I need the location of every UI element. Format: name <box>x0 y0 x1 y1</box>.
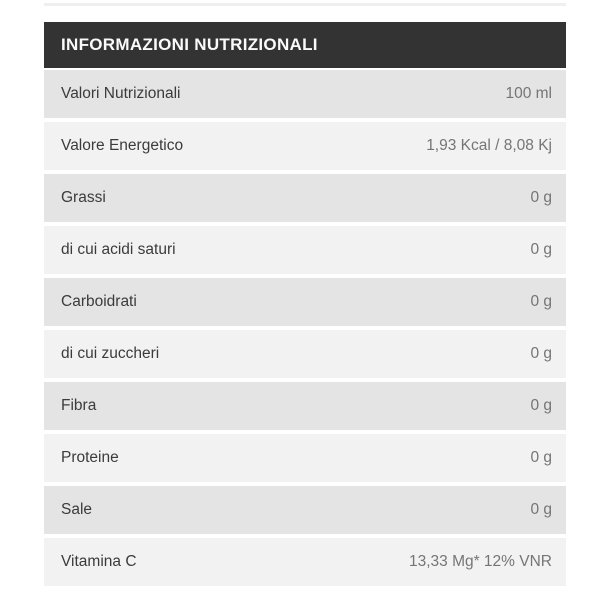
table-row: Carboidrati 0 g <box>44 278 566 326</box>
nutrition-table-rows: Valori Nutrizionali 100 ml Valore Energeti… <box>44 70 566 586</box>
row-value: 13,33 Mg* 12% VNR <box>408 553 552 570</box>
table-row: Vitamina C 13,33 Mg* 12% VNR <box>44 538 566 586</box>
row-label: Carboidrati <box>61 293 137 310</box>
row-value: 0 g <box>530 293 552 310</box>
row-value: 1,93 Kcal / 8,08 Kj <box>426 137 552 154</box>
row-label: Proteine <box>61 449 119 466</box>
table-row: Fibra 0 g <box>44 382 566 430</box>
nutrition-table-title: INFORMAZIONI NUTRIZIONALI <box>61 35 318 54</box>
row-label: Vitamina C <box>61 553 137 570</box>
row-value: 0 g <box>530 189 552 206</box>
table-row: di cui acidi saturi 0 g <box>44 226 566 274</box>
table-row: Sale 0 g <box>44 486 566 534</box>
table-row: di cui zuccheri 0 g <box>44 330 566 378</box>
row-label: di cui zuccheri <box>61 345 160 362</box>
nutrition-table: INFORMAZIONI NUTRIZIONALI Valori Nutrizi… <box>44 22 566 590</box>
section-divider <box>44 3 566 6</box>
table-row: Valori Nutrizionali 100 ml <box>44 70 566 118</box>
row-value: 100 ml <box>505 85 552 102</box>
row-label: Valori Nutrizionali <box>61 85 181 102</box>
row-value: 0 g <box>530 241 552 258</box>
row-label: Valore Energetico <box>61 137 184 154</box>
table-row: Grassi 0 g <box>44 174 566 222</box>
row-label: di cui acidi saturi <box>61 241 176 258</box>
nutrition-table-header: INFORMAZIONI NUTRIZIONALI <box>44 22 566 68</box>
row-value: 0 g <box>530 501 552 518</box>
row-value: 0 g <box>530 449 552 466</box>
row-label: Sale <box>61 501 93 518</box>
table-row: Valore Energetico 1,93 Kcal / 8,08 Kj <box>44 122 566 170</box>
table-row: Proteine 0 g <box>44 434 566 482</box>
row-value: 0 g <box>530 397 552 414</box>
row-value: 0 g <box>530 345 552 362</box>
row-label: Grassi <box>61 189 106 206</box>
row-label: Fibra <box>61 397 97 414</box>
